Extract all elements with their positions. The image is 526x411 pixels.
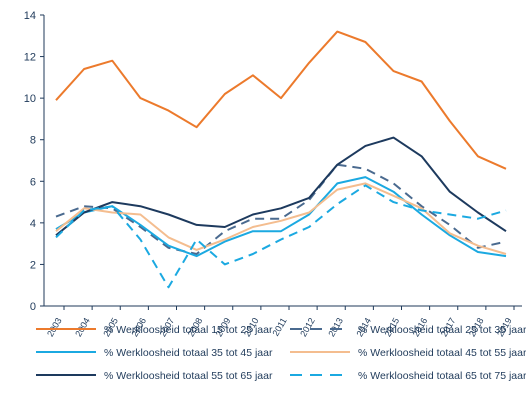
series-line-6 bbox=[55, 184, 507, 289]
x-tick-label: 2004 bbox=[73, 316, 92, 338]
y-tick-label: 0 bbox=[30, 301, 36, 313]
y-axis-ticks: 0 2 4 6 8 10 12 14 bbox=[24, 10, 44, 313]
y-tick-label: 8 bbox=[30, 135, 36, 147]
series-line-4 bbox=[55, 182, 507, 255]
series-line-5 bbox=[55, 136, 507, 237]
x-tick-label: 2013 bbox=[326, 316, 345, 338]
series-line-3 bbox=[55, 176, 507, 258]
y-tick-label: 2 bbox=[30, 259, 36, 271]
x-tick-label: 2012 bbox=[298, 316, 317, 338]
legend: % Werkloosheid totaal 15 tot 25 jaar % We… bbox=[36, 324, 526, 382]
y-tick-label: 6 bbox=[30, 176, 36, 188]
series-lines bbox=[55, 30, 507, 289]
axes bbox=[43, 15, 522, 307]
y-tick-label: 4 bbox=[30, 218, 36, 230]
legend-label-4: % Werkloosheid totaal 45 tot 55 jaar bbox=[358, 347, 526, 359]
x-tick-label: 2011 bbox=[270, 316, 288, 338]
series-line-1 bbox=[55, 30, 507, 170]
y-tick-label: 12 bbox=[24, 52, 36, 64]
legend-label-1: % Werkloosheid totaal 15 tot 25 jaar bbox=[104, 324, 273, 336]
series-line-2 bbox=[55, 163, 507, 255]
y-tick-label: 10 bbox=[24, 93, 36, 105]
legend-label-5: % Werkloosheid totaal 55 tot 65 jaar bbox=[104, 370, 273, 382]
x-tick-label: 2003 bbox=[45, 316, 64, 338]
legend-label-3: % Werkloosheid totaal 35 tot 45 jaar bbox=[104, 347, 273, 359]
legend-label-6: % Werkloosheid totaal 65 tot 75 jaar bbox=[358, 370, 526, 382]
legend-label-2: % Werkloosheid totaal 25 tot 35 jaar bbox=[358, 324, 526, 336]
y-tick-label: 14 bbox=[24, 10, 36, 22]
